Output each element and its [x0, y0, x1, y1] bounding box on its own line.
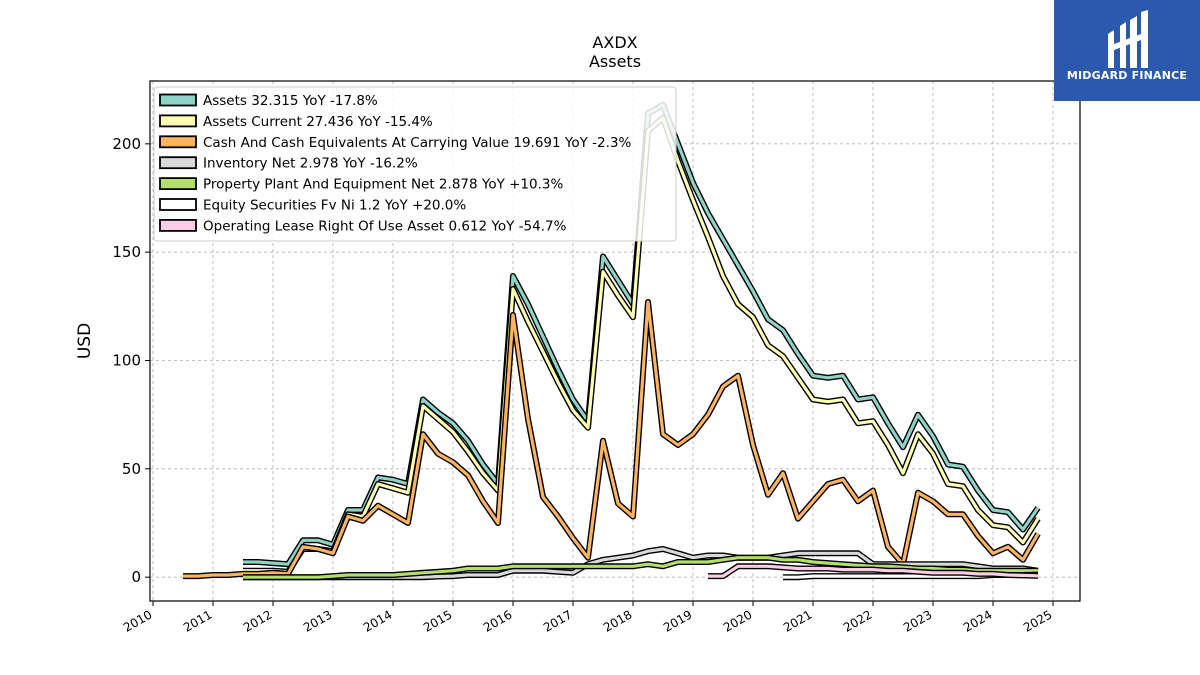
x-tick-label: 2018 [601, 607, 634, 634]
x-tick-label: 2020 [721, 607, 754, 634]
x-tick-label: 2013 [301, 607, 334, 634]
legend-label: Equity Securities Fv Ni 1.2 YoY +20.0% [203, 198, 466, 214]
legend-label: Inventory Net 2.978 YoY -16.2% [203, 156, 418, 172]
brand-logo: MIDGARD FINANCE [1054, 0, 1200, 101]
legend-label: Operating Lease Right Of Use Asset 0.612… [203, 218, 567, 234]
x-tick-label: 2011 [181, 607, 214, 634]
x-tick-label: 2025 [1021, 607, 1054, 634]
chart-subtitle: Assets [589, 52, 641, 71]
legend-swatch [159, 135, 197, 149]
y-tick-label: 0 [131, 568, 141, 586]
x-tick-label: 2014 [361, 607, 394, 634]
legend-swatch [159, 93, 197, 107]
legend-swatch [159, 177, 197, 191]
x-tick-label: 2016 [481, 607, 514, 634]
chart-title: AXDX [592, 33, 637, 52]
legend-box [153, 86, 677, 242]
series-7-line [708, 564, 1039, 578]
series-5-line [243, 556, 1038, 579]
legend-label: Assets 32.315 YoY -17.8% [203, 93, 378, 109]
y-tick-label: 200 [112, 135, 141, 153]
x-tick-label: 2024 [961, 607, 994, 634]
plot-border [149, 80, 1081, 602]
x-tick-label: 2022 [841, 607, 874, 634]
legend-swatch [159, 114, 197, 128]
series-3-line [183, 300, 1040, 578]
x-axis: 2010 2011 2012 2013 2014 2015 2016 2017 2018 2019… [121, 601, 1055, 635]
legend-label: Cash And Cash Equivalents At Carrying Va… [203, 135, 631, 151]
x-tick-label: 2021 [781, 607, 814, 634]
x-tick-label: 2015 [421, 607, 454, 634]
x-tick-label: 2017 [541, 607, 574, 634]
x-tick-label: 2010 [121, 607, 154, 634]
legend-label: Property Plant And Equipment Net 2.878 Y… [203, 177, 563, 193]
legend: Assets 32.315 YoY -17.8% Assets Current 2… [153, 86, 677, 242]
brand-name: MIDGARD FINANCE [1066, 69, 1188, 82]
legend-label: Assets Current 27.436 YoY -15.4% [203, 114, 433, 130]
y-axis: 0 50 100 150 200 [112, 135, 150, 586]
x-tick-label: 2023 [901, 607, 934, 634]
y-axis-label: USD [75, 323, 95, 359]
x-tick-label: 2012 [241, 607, 274, 634]
x-tick-label: 2019 [661, 607, 694, 634]
legend-swatch [159, 156, 197, 170]
legend-swatch [159, 218, 197, 232]
y-tick-label: 150 [112, 243, 141, 261]
y-tick-label: 100 [112, 352, 141, 370]
legend-swatch [159, 198, 197, 211]
y-tick-label: 50 [122, 460, 141, 478]
midgard-logo-icon [1108, 10, 1148, 68]
